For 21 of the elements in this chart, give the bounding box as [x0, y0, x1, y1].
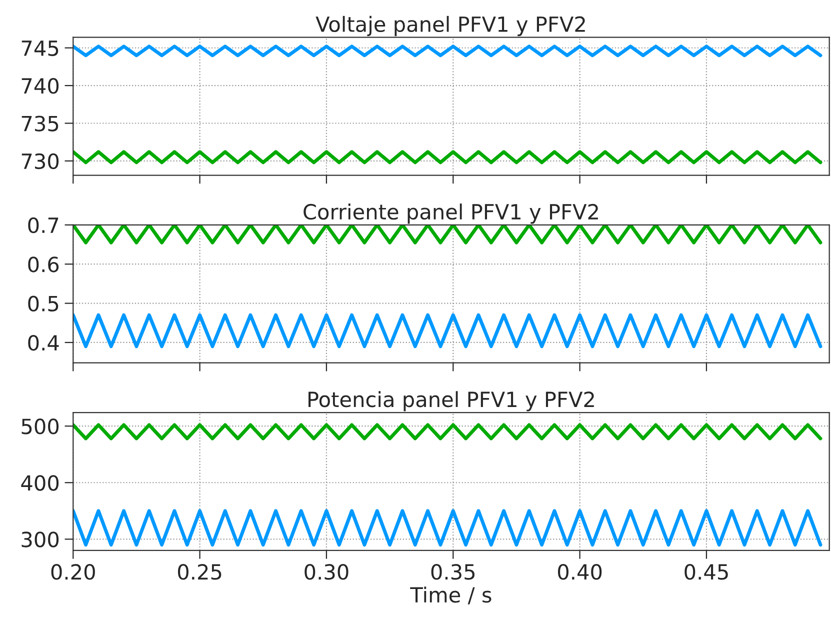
- y-tick-label: 0.6: [28, 256, 59, 272]
- chart-title: Corriente panel PFV1 y PFV2: [304, 204, 598, 224]
- chart-title: Voltaje panel PFV1 y PFV2: [316, 16, 585, 36]
- y-tick-label: 500: [22, 418, 59, 434]
- x-tick-label: 0.40: [558, 564, 602, 580]
- y-tick-label: 745: [22, 40, 58, 56]
- y-tick-label: 740: [22, 78, 59, 94]
- x-tick-label: 0.45: [684, 564, 728, 580]
- x-tick-label: 0.20: [51, 564, 95, 580]
- y-tick-label: 300: [22, 532, 59, 548]
- y-tick-label: 0.4: [28, 334, 59, 351]
- x-axis-title: Time / s: [410, 586, 492, 604]
- y-tick-label: 400: [21, 475, 59, 491]
- y-tick-label: 735: [22, 116, 58, 132]
- y-tick-label: 0.5: [28, 296, 58, 312]
- x-tick-label: 0.35: [431, 564, 475, 580]
- y-tick-label: 730: [22, 153, 59, 170]
- x-tick-label: 0.25: [178, 564, 222, 580]
- y-tick-label: 0.7: [28, 217, 58, 234]
- x-tick-label: 0.30: [304, 564, 348, 580]
- chart-title: Potencia panel PFV1 y PFV2: [308, 391, 594, 412]
